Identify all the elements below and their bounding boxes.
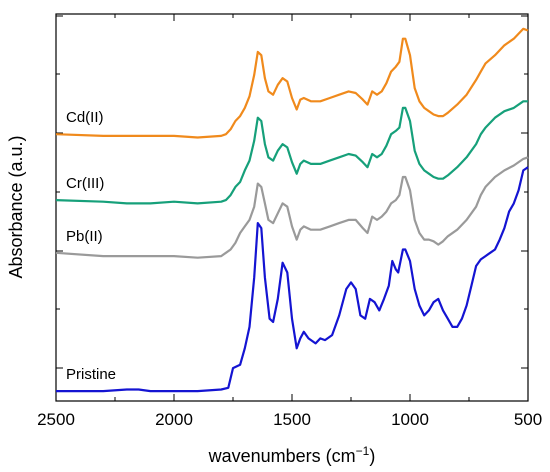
series-labels: Cd(II) Cr(III) Pb(II) Pristine xyxy=(66,109,116,383)
x-tick-label: 2500 xyxy=(37,410,75,429)
y-axis-ticks xyxy=(56,15,528,369)
x-axis-label: wavenumbers (cm−1) xyxy=(208,444,376,466)
x-tick-label: 2000 xyxy=(155,410,193,429)
plot-frame xyxy=(55,13,529,402)
series-line-cd-ii xyxy=(55,27,529,139)
x-axis-ticks: 2500 2000 1500 1000 500 xyxy=(37,14,542,429)
series-label-pb-ii: Pb(II) xyxy=(66,228,103,245)
x-tick-label: 1000 xyxy=(391,410,429,429)
series-layer xyxy=(55,27,529,393)
series-label-pristine: Pristine xyxy=(66,366,116,383)
series-line-pb-ii xyxy=(55,156,529,259)
x-tick-label: 500 xyxy=(514,410,542,429)
x-tick-label: 1500 xyxy=(273,410,311,429)
series-line-cr-iii xyxy=(55,100,528,205)
y-axis-label: Absorbance (a.u.) xyxy=(6,135,26,278)
series-label-cd-ii: Cd(II) xyxy=(66,109,104,126)
series-line-pristine xyxy=(56,166,529,393)
series-label-cr-iii: Cr(III) xyxy=(66,175,104,192)
